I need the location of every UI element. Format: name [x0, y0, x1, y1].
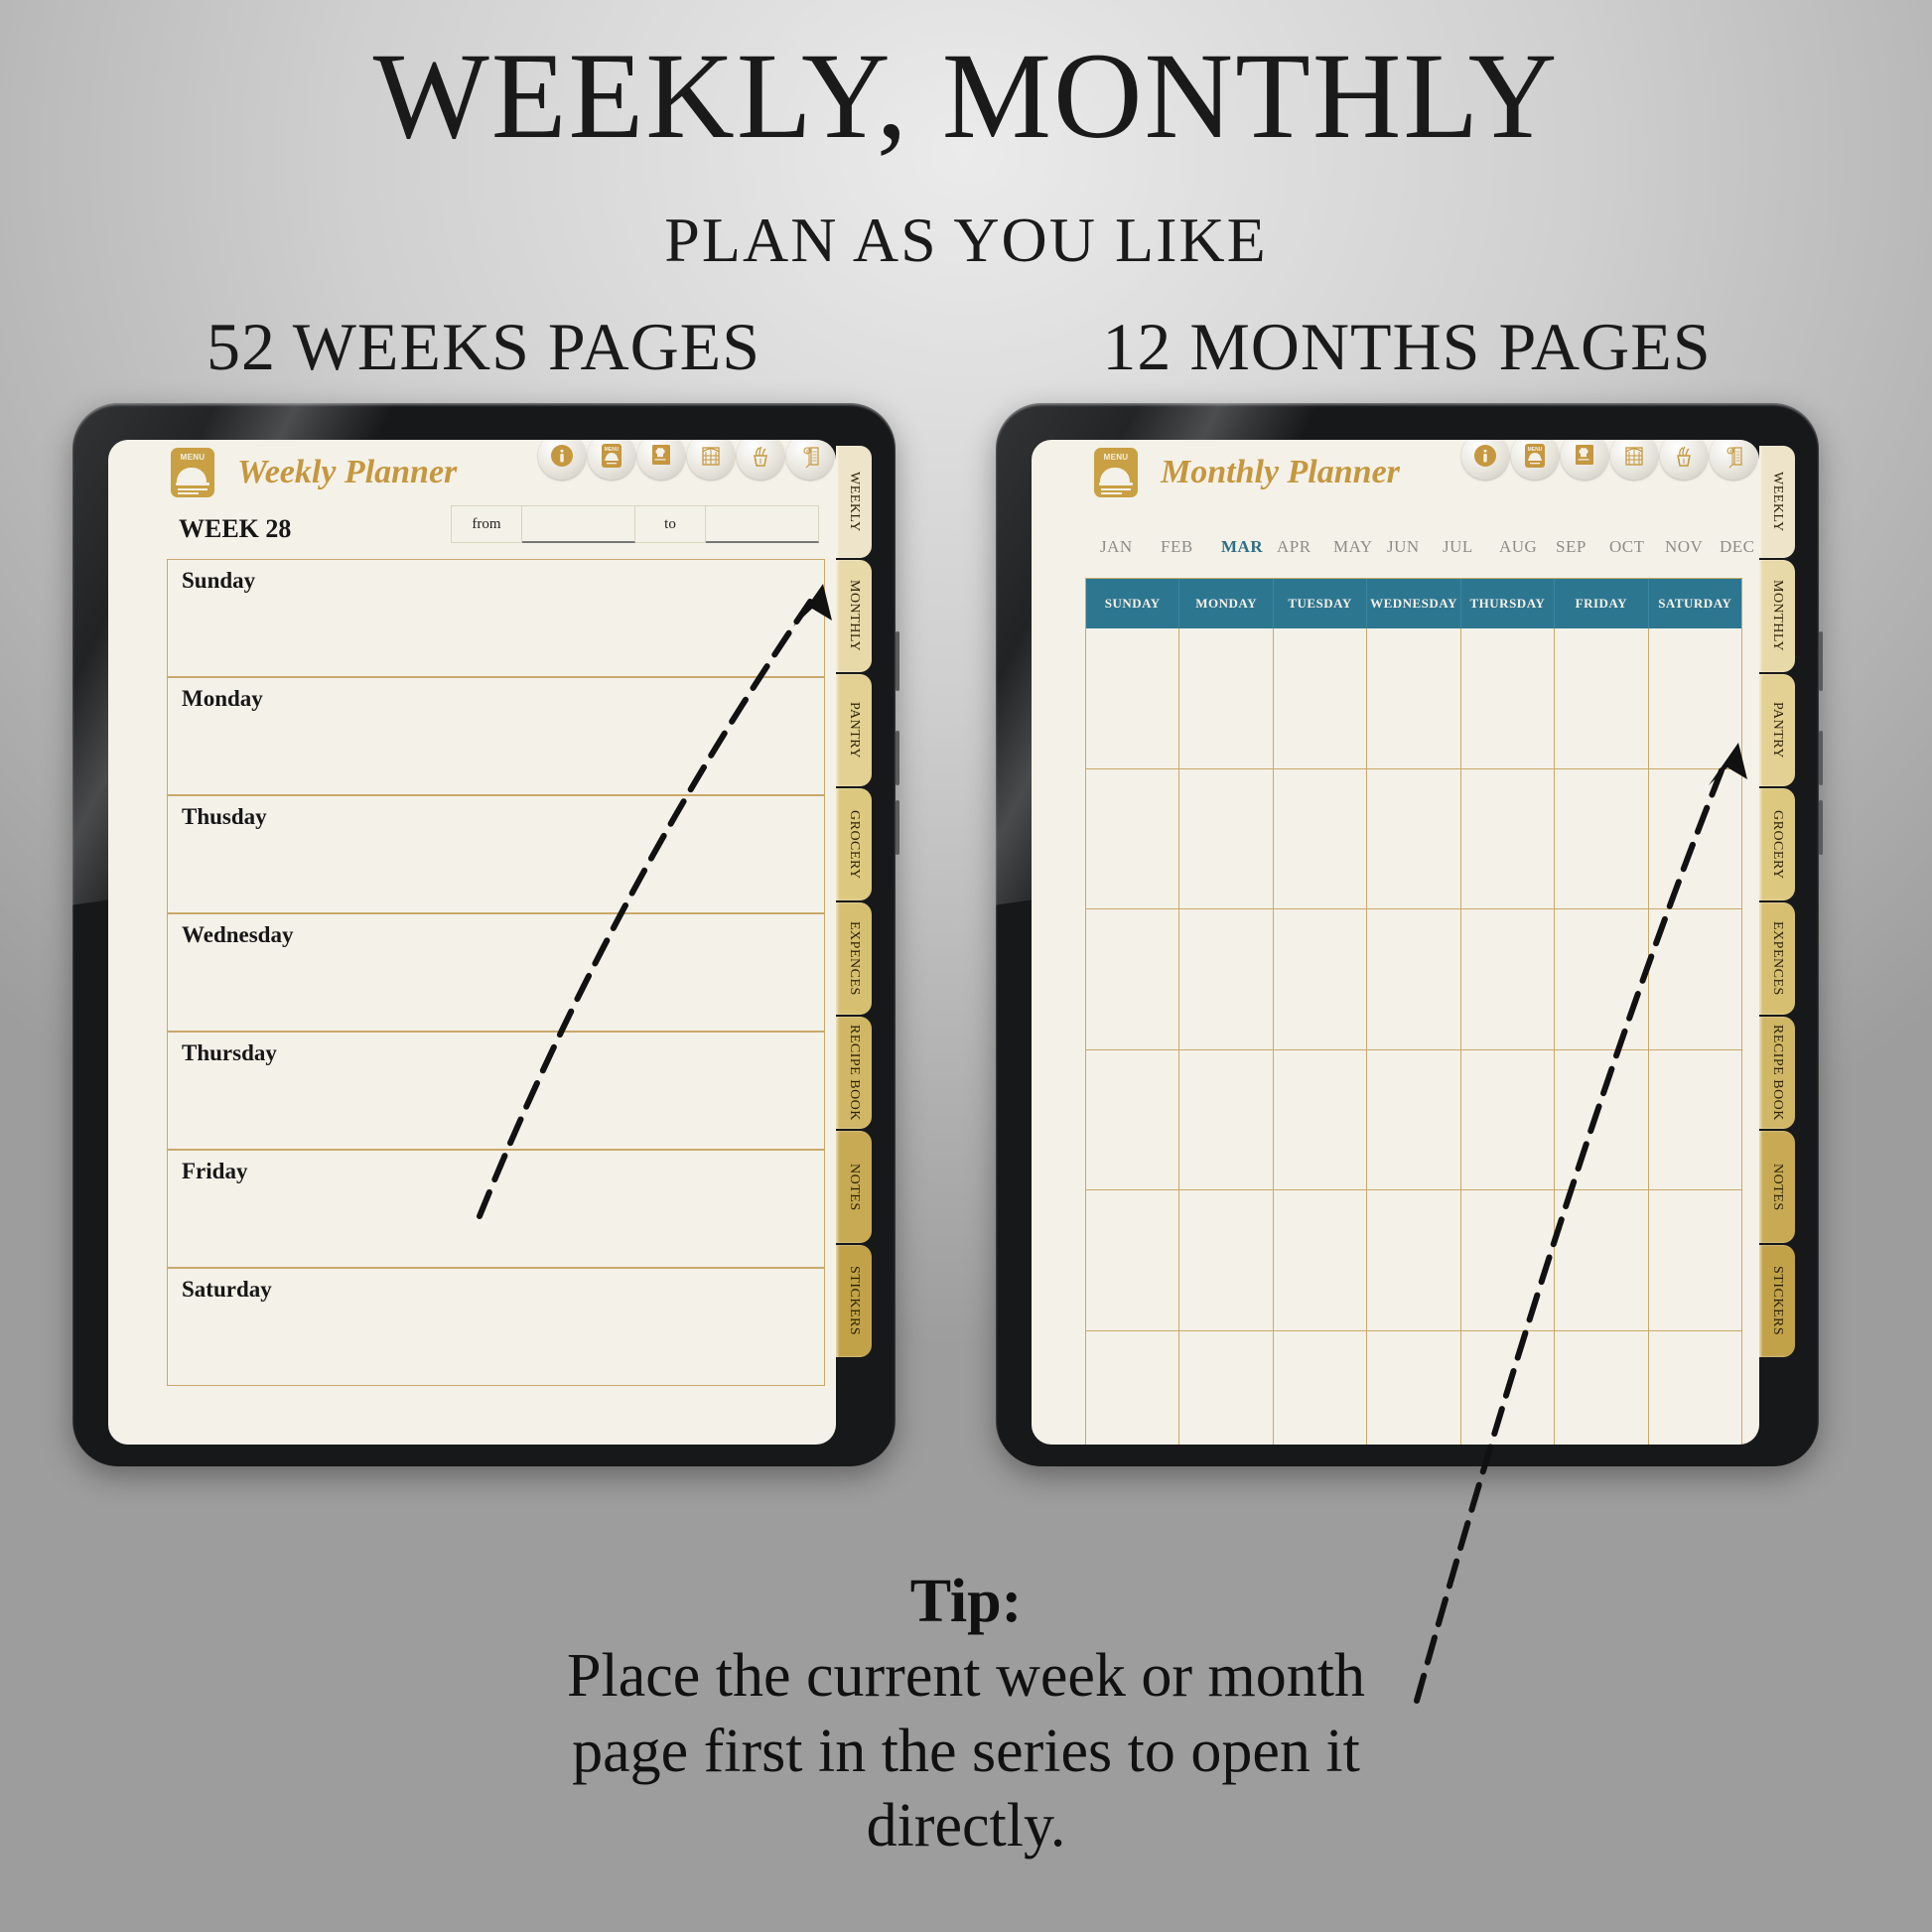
svg-text:MENU: MENU	[1528, 447, 1543, 453]
svg-text:MENU: MENU	[605, 447, 620, 453]
